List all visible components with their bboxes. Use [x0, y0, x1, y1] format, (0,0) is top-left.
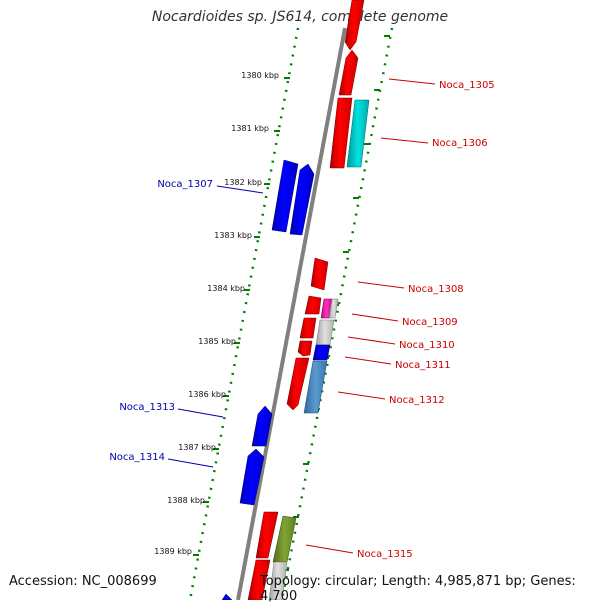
connector-noca-1305 [388, 78, 436, 85]
kbp-label: 1380 kbp [241, 71, 279, 80]
kbp-label: 1383 kbp [214, 231, 252, 240]
gene-noca-1315 [272, 515, 297, 563]
gene-forward [299, 317, 317, 339]
forward-strand-genes [247, 0, 370, 600]
gene-label-noca-1305: Noca_1305 [439, 80, 495, 91]
kbp-label: 1388 kbp [167, 496, 205, 505]
map-title: Nocardioides sp. JS614, complete genome [151, 9, 449, 25]
gene-label-noca-1308: Noca_1308 [408, 284, 464, 295]
gene-noca-1305 [338, 49, 359, 96]
kbp-label: 1382 kbp [224, 178, 262, 187]
gene-label-noca-1313: Noca_1313 [119, 402, 175, 413]
gene-label-noca-1309: Noca_1309 [402, 317, 458, 328]
connector-noca-1307 [216, 185, 264, 194]
connector-noca-1315 [305, 544, 354, 554]
connector-noca-1313 [177, 408, 224, 418]
connector-noca-1306 [380, 137, 429, 144]
label-connectors [167, 78, 436, 554]
connector-noca-1312 [337, 391, 386, 400]
gene-label-noca-1307: Noca_1307 [157, 179, 213, 190]
gene-forward [304, 295, 322, 315]
gene-label-noca-1311: Noca_1311 [395, 360, 451, 371]
gene-noca-1308 [310, 257, 329, 291]
gene-forward [329, 97, 353, 169]
connector-noca-1314 [167, 458, 214, 468]
gene-forward [328, 298, 339, 319]
gene-label-noca-1310: Noca_1310 [399, 340, 455, 351]
kbp-label: 1384 kbp [207, 284, 245, 293]
gene-noca-1307 [271, 159, 299, 233]
kbp-label: 1389 kbp [154, 547, 192, 556]
gene-label-noca-1314: Noca_1314 [109, 452, 165, 463]
connector-noca-1311 [344, 356, 392, 365]
gene-forward [268, 561, 288, 600]
kbp-labels: 1380 kbp 1381 kbp 1382 kbp 1383 kbp 1384… [154, 71, 279, 556]
gene-noca-1310 [315, 319, 335, 346]
gene-reverse [221, 593, 233, 600]
accession-text: Accession: NC_008699 [9, 574, 157, 589]
gene-label-noca-1312: Noca_1312 [389, 395, 445, 406]
gene-forward [247, 559, 271, 600]
gene-forward [297, 340, 313, 357]
genome-backbone [236, 27, 347, 600]
gene-noca-1311 [312, 344, 331, 361]
kbp-label: 1387 kbp [178, 443, 216, 452]
gene-noca-1312 [303, 360, 328, 414]
kbp-label: 1381 kbp [231, 124, 269, 133]
gene-label-noca-1315: Noca_1315 [357, 549, 413, 560]
gene-noca-1312-left [286, 357, 310, 411]
inner-dotted-guide [188, 27, 300, 600]
connector-noca-1309 [351, 313, 399, 322]
gene-noca-1314 [239, 448, 265, 506]
kbp-label: 1386 kbp [188, 390, 226, 399]
gene-label-noca-1306: Noca_1306 [432, 138, 488, 149]
gene-noca-1306 [346, 99, 370, 168]
gene-forward [255, 511, 279, 559]
gene-forward [344, 0, 365, 51]
gene-labels: Noca_1305 Noca_1306 Noca_1307 Noca_1308 … [109, 80, 494, 560]
connector-noca-1310 [347, 336, 396, 345]
gene-reverse [289, 163, 315, 236]
connector-noca-1308 [357, 281, 405, 289]
gene-noca-1313 [251, 405, 273, 447]
reverse-strand-genes [221, 159, 315, 600]
kbp-label: 1385 kbp [198, 337, 236, 346]
